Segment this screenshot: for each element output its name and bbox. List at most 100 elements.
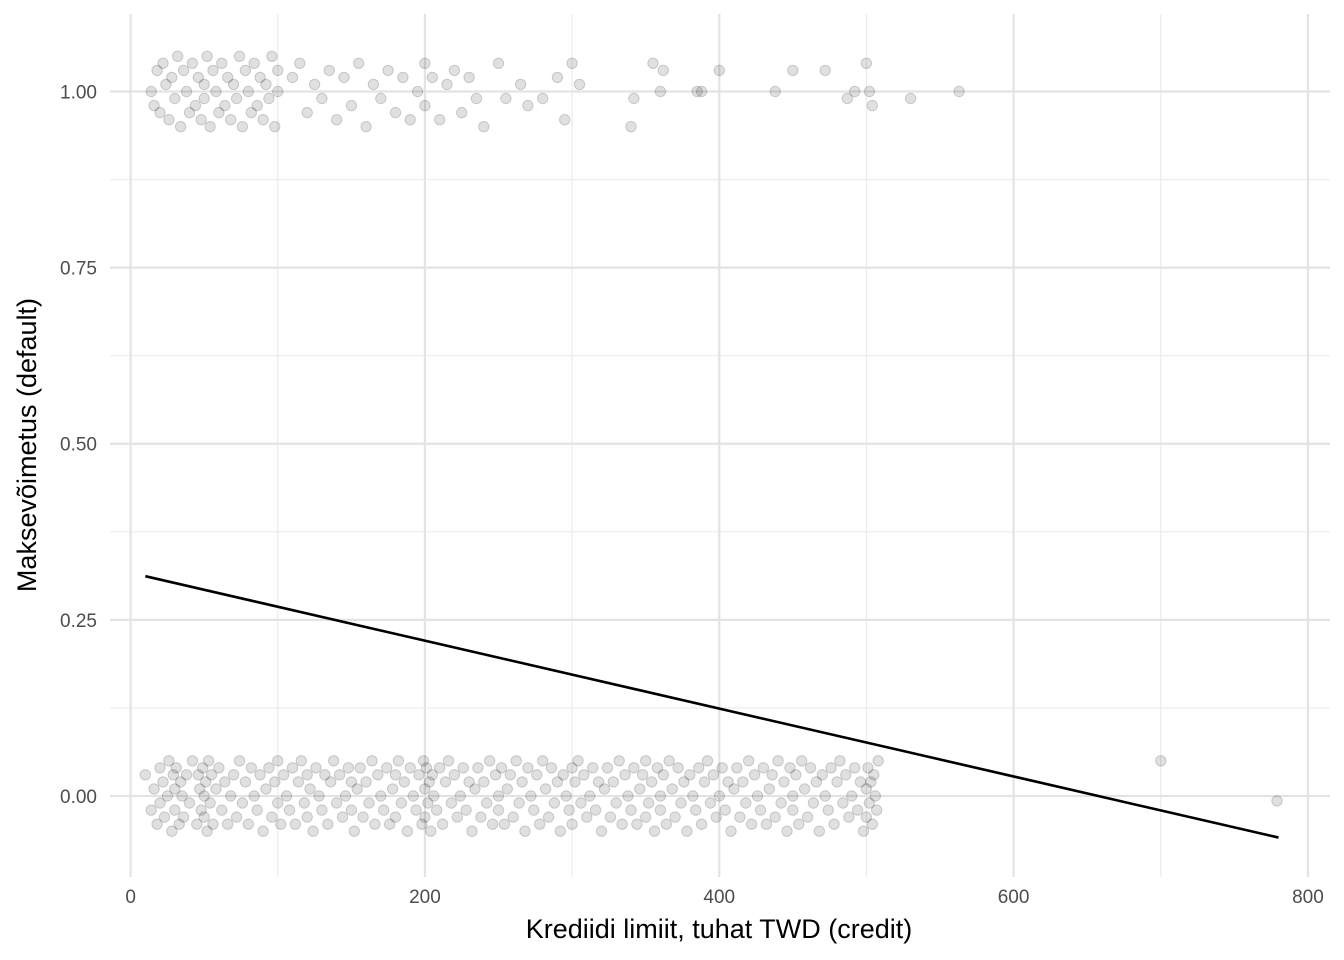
data-point xyxy=(167,769,180,781)
data-point xyxy=(233,50,246,62)
data-point xyxy=(198,811,210,823)
data-point xyxy=(186,755,199,767)
data-point xyxy=(158,811,171,823)
data-point xyxy=(637,769,649,781)
x-tick-label: 200 xyxy=(409,887,441,908)
x-tick-label: 0 xyxy=(125,887,136,908)
data-point xyxy=(245,106,258,119)
data-point xyxy=(787,790,799,802)
data-point xyxy=(866,818,878,830)
data-point xyxy=(492,57,505,69)
data-point xyxy=(236,121,249,133)
data-point xyxy=(266,50,278,62)
data-point xyxy=(163,114,175,126)
data-point xyxy=(722,776,734,788)
data-point xyxy=(607,776,619,788)
data-point xyxy=(525,790,537,802)
y-tick-label: 1.00 xyxy=(60,82,97,103)
data-point xyxy=(251,99,263,112)
data-point xyxy=(581,811,593,823)
data-point xyxy=(236,797,249,809)
data-point xyxy=(545,762,558,774)
data-point xyxy=(319,769,331,781)
data-point xyxy=(257,114,269,126)
x-tick-label: 600 xyxy=(998,887,1030,908)
data-point xyxy=(857,825,870,837)
data-point xyxy=(710,811,722,823)
data-point xyxy=(616,818,628,830)
fit-line xyxy=(145,574,1279,839)
data-point xyxy=(174,776,187,788)
data-point xyxy=(186,57,199,69)
data-point xyxy=(751,790,764,802)
data-point xyxy=(227,78,240,91)
data-point xyxy=(647,57,659,69)
data-point xyxy=(631,818,643,830)
data-point xyxy=(822,804,834,816)
data-point xyxy=(295,755,307,767)
data-point xyxy=(695,818,708,830)
data-point xyxy=(278,769,290,781)
data-point xyxy=(401,825,413,837)
data-point xyxy=(456,106,468,119)
data-point xyxy=(298,797,310,809)
data-point xyxy=(330,114,343,126)
data-point xyxy=(819,790,831,802)
data-point xyxy=(272,797,284,809)
data-point xyxy=(183,106,196,119)
data-point xyxy=(854,776,867,788)
data-point xyxy=(481,797,493,809)
data-point xyxy=(654,804,667,816)
data-point xyxy=(386,783,399,795)
data-point xyxy=(642,797,655,809)
data-point xyxy=(323,64,335,77)
data-point xyxy=(248,57,260,69)
data-point xyxy=(198,92,210,105)
data-point xyxy=(345,99,358,112)
data-point xyxy=(202,755,215,767)
data-point xyxy=(725,825,737,837)
data-point xyxy=(763,783,775,795)
data-point xyxy=(537,92,549,105)
data-point xyxy=(204,121,216,133)
data-point xyxy=(843,811,855,823)
data-point xyxy=(426,769,438,781)
data-point xyxy=(201,825,213,837)
x-tick-labels: 0 200 400 600 800 xyxy=(125,887,1323,908)
data-point xyxy=(654,790,667,802)
y-tick-labels: 0.00 0.25 0.50 0.75 1.00 xyxy=(60,82,97,807)
data-point xyxy=(451,811,463,823)
data-point xyxy=(728,783,740,795)
data-point xyxy=(745,818,758,830)
data-point xyxy=(442,755,455,767)
data-point xyxy=(161,790,174,802)
y-tick-label: 0.00 xyxy=(60,787,97,808)
data-point xyxy=(354,762,366,774)
data-point xyxy=(269,776,281,788)
data-point xyxy=(819,64,831,77)
data-point xyxy=(691,85,703,98)
data-point xyxy=(604,811,617,823)
data-point xyxy=(201,50,213,62)
data-point xyxy=(398,776,410,788)
data-point xyxy=(495,762,508,774)
data-point xyxy=(198,790,210,802)
data-point xyxy=(484,755,496,767)
data-point xyxy=(448,64,461,77)
data-point xyxy=(378,804,390,816)
data-point xyxy=(169,804,181,816)
data-point xyxy=(191,818,203,830)
data-point xyxy=(514,78,527,91)
data-point xyxy=(537,755,549,767)
x-axis-title: Krediidi limiit, tuhat TWD (credit) xyxy=(526,914,913,944)
data-point xyxy=(840,769,852,781)
data-point xyxy=(457,762,469,774)
data-point xyxy=(695,85,708,98)
data-point xyxy=(339,790,352,802)
data-point xyxy=(180,769,193,781)
data-point xyxy=(766,769,778,781)
data-point xyxy=(338,71,350,84)
data-point xyxy=(575,797,587,809)
data-point xyxy=(810,776,823,788)
data-point xyxy=(189,99,202,112)
